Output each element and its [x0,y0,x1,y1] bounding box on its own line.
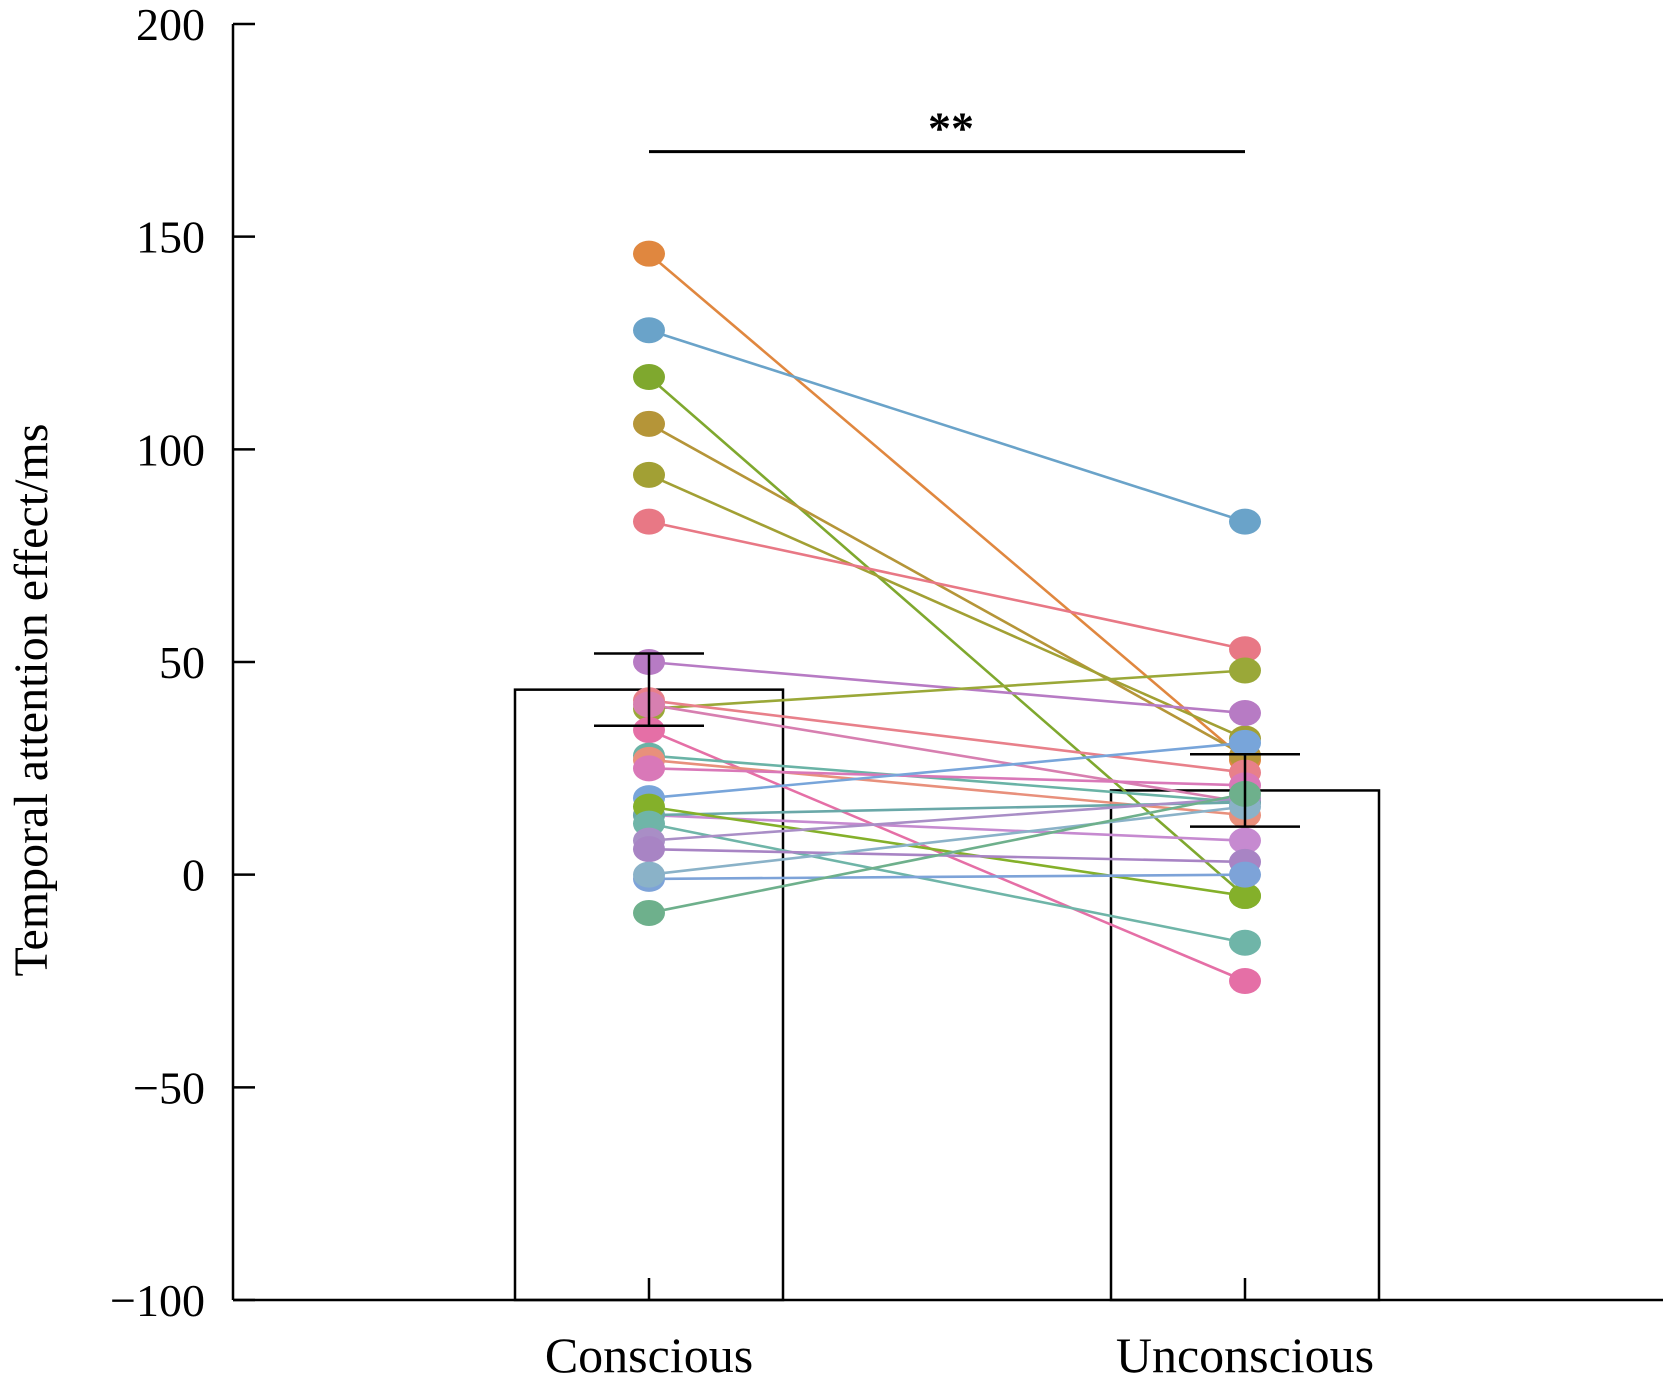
participant-line-9 [648,698,1246,774]
participant-line-21 [648,847,1246,864]
y-tick-label: 0 [182,850,205,901]
participant-points-layer [633,240,1261,994]
x-category-label-conscious: Conscious [545,1327,753,1377]
y-tick-label: −50 [133,1062,205,1113]
error-bar-conscious [594,652,704,728]
y-tick-label: 150 [136,212,205,263]
participant-point-7-unconscious [1229,700,1261,727]
error-bar-unconscious [1190,753,1300,828]
participant-point-16-unconscious [1229,827,1261,854]
participant-point-2-conscious [633,317,665,344]
y-tick-label: 100 [136,424,205,475]
participant-point-22-unconscious [1229,861,1261,888]
participant-point-6-conscious [633,508,665,535]
participant-line-1 [648,252,1246,761]
participant-line-20 [648,796,1246,842]
participant-line-24 [648,792,1246,915]
participant-point-18-unconscious [1229,882,1261,909]
y-tick-label: 50 [159,637,205,688]
participant-line-10 [648,703,1246,804]
participant-line-23 [648,805,1246,876]
significance-layer: ** [649,103,1245,154]
participant-point-2-unconscious [1229,508,1261,535]
participant-line-18 [648,805,1246,898]
participant-point-11-unconscious [1229,968,1261,994]
participant-line-2 [648,329,1246,523]
axes-layer: −100 −50 0 50 100 150 200 Conscious Unconscious [110,0,1663,1377]
participant-point-5-conscious [633,461,665,488]
participant-point-15-unconscious [1229,729,1261,756]
participant-line-12 [648,754,1246,804]
participant-lines-layer [648,252,1246,983]
participant-point-4-conscious [633,410,665,437]
participant-point-8-unconscious [1229,657,1261,684]
participant-point-6-unconscious [1229,636,1261,663]
participant-line-3 [648,376,1246,897]
participant-point-24-conscious [633,899,665,926]
participant-point-14-conscious [633,755,665,782]
participant-point-3-conscious [633,364,665,391]
participant-line-4 [648,422,1246,757]
participant-line-19 [648,822,1246,944]
participant-line-5 [648,473,1246,740]
participant-line-7 [648,660,1246,715]
participant-line-14 [648,767,1246,787]
participant-line-8 [648,669,1246,711]
participant-point-23-conscious [633,861,665,888]
participant-point-19-unconscious [1229,929,1261,956]
error-bars-layer [594,652,1300,828]
significance-label: ** [928,103,974,154]
participant-line-6 [648,520,1246,651]
y-axis-title: Temporal attention effect/ms [5,424,58,977]
participant-line-16 [648,813,1246,842]
participant-line-22 [648,873,1246,881]
participant-point-1-conscious [633,240,665,267]
participant-point-11-conscious [633,717,665,744]
x-category-label-unconscious: Unconscious [1116,1327,1374,1377]
y-tick-label: 200 [136,0,205,50]
participant-point-21-conscious [633,836,665,863]
y-tick-label: −100 [110,1275,205,1326]
participant-line-15 [648,741,1246,800]
